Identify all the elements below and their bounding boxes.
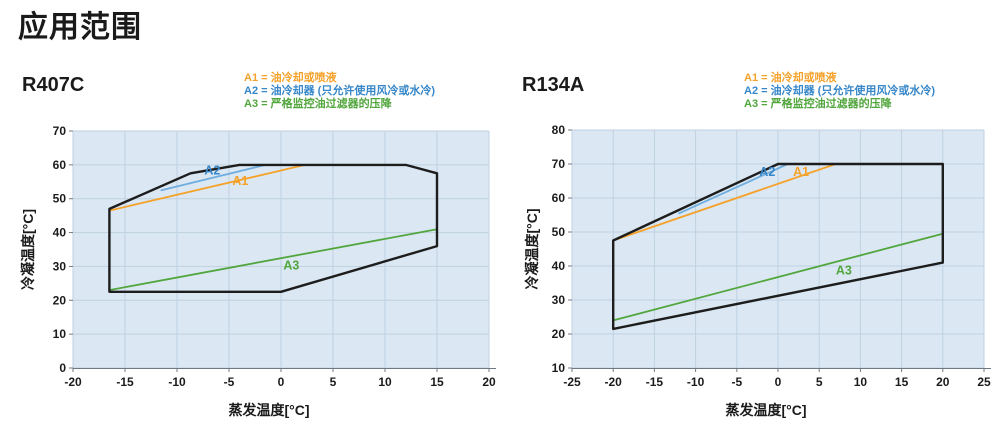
y-axis-title: 冷凝温度[°C] (20, 209, 36, 290)
y-tick-label: 30 (53, 259, 67, 273)
x-tick-label: 10 (854, 375, 868, 389)
legend-r134a: A1 = 油冷却或喷液 A2 = 油冷却器 (只允许使用风冷或水冷) A3 = … (744, 72, 994, 111)
x-tick-label: -20 (605, 375, 623, 389)
x-tick-label: 5 (330, 375, 337, 389)
y-axis-title: 冷凝温度[°C] (524, 208, 540, 289)
y-tick-label: 40 (552, 259, 566, 273)
legend-item-a1: A1 = 油冷却或喷液 (244, 72, 337, 84)
y-tick-label: 20 (552, 327, 566, 341)
x-tick-label: 15 (430, 375, 444, 389)
y-tick-label: 80 (552, 123, 566, 137)
x-tick-label: 10 (378, 375, 392, 389)
x-tick-label: 20 (482, 375, 496, 389)
series-label-a2: A2 (759, 165, 775, 179)
y-tick-label: 70 (552, 157, 566, 171)
series-line-a3 (612, 232, 944, 322)
x-tick-label: -5 (731, 375, 742, 389)
y-tick-label: 60 (53, 158, 67, 172)
legend-item-a3: A3 = 严格监控油过滤器的压降 (244, 98, 392, 110)
y-tick-label: 70 (53, 124, 67, 138)
x-tick-label: -5 (224, 375, 235, 389)
x-tick-label: 15 (895, 375, 909, 389)
x-tick-label: -10 (687, 375, 705, 389)
chart-block-r134a: R134A A1 = 油冷却或喷液 A2 = 油冷却器 (只允许使用风冷或水冷)… (500, 0, 1000, 441)
chart-title-r407c: R407C (22, 74, 85, 96)
chart-r407c: A1 A2 A3 -20 -15 -10 -5 0 5 10 15 20 0 10 20 30 40 50 60 70… (20, 124, 496, 418)
y-tick-label: 30 (552, 293, 566, 307)
x-tick-label: 0 (278, 375, 285, 389)
x-tick-label: -15 (116, 375, 134, 389)
series-line-a2 (160, 164, 267, 192)
y-tick-label: 0 (59, 361, 66, 375)
x-tick-label: -25 (563, 375, 581, 389)
series-label-a3: A3 (283, 259, 299, 273)
legend-item-a1: A1 = 油冷却或喷液 (744, 72, 837, 84)
x-tick-label: -10 (168, 375, 186, 389)
y-tick-label: 50 (53, 192, 67, 206)
y-tick-label: 60 (552, 191, 566, 205)
legend-r407c: A1 = 油冷却或喷液 A2 = 油冷却器 (只允许使用风冷或水冷) A3 = … (244, 72, 494, 111)
chart-title-r134a: R134A (522, 74, 585, 96)
legend-item-a2: A2 = 油冷却器 (只允许使用风冷或水冷) (244, 85, 435, 97)
series-line-a2 (678, 163, 789, 215)
y-tick-label: 10 (53, 327, 67, 341)
series-label-a1: A1 (793, 165, 809, 179)
x-axis-title: 蒸发温度[°C] (228, 402, 309, 418)
series-label-a3: A3 (836, 263, 852, 277)
x-tick-label: -20 (64, 375, 82, 389)
envelope-outline (612, 162, 944, 331)
chart-block-r407c: R407C A1 = 油冷却或喷液 A2 = 油冷却器 (只允许使用风冷或水冷)… (20, 72, 496, 418)
legend-item-a2: A2 = 油冷却器 (只允许使用风冷或水冷) (744, 85, 935, 97)
x-axis-title: 蒸发温度[°C] (725, 402, 806, 418)
y-tick-label: 20 (53, 293, 67, 307)
x-tick-label: 25 (977, 375, 991, 389)
x-tick-label: -15 (646, 375, 664, 389)
series-label-a1: A1 (232, 174, 248, 188)
series-label-a2: A2 (204, 163, 220, 177)
y-tick-label: 10 (552, 361, 566, 375)
series-line-a1 (612, 163, 837, 242)
page-title: 应用范围 (18, 11, 142, 44)
series-line-a1 (108, 164, 306, 212)
chart-r134a: A1 A2 A3 -25 -20 -15 -10 -5 0 5 10 15 20 25 10 20 30 40 50… (524, 123, 991, 418)
x-tick-label: 5 (816, 375, 823, 389)
x-tick-label: 20 (936, 375, 950, 389)
series-line-a3 (108, 228, 438, 292)
x-tick-label: 0 (775, 375, 782, 389)
legend-item-a3: A3 = 严格监控油过滤器的压降 (744, 98, 892, 110)
y-tick-label: 40 (53, 226, 67, 240)
y-tick-label: 50 (552, 225, 566, 239)
envelope-outline (108, 163, 439, 293)
